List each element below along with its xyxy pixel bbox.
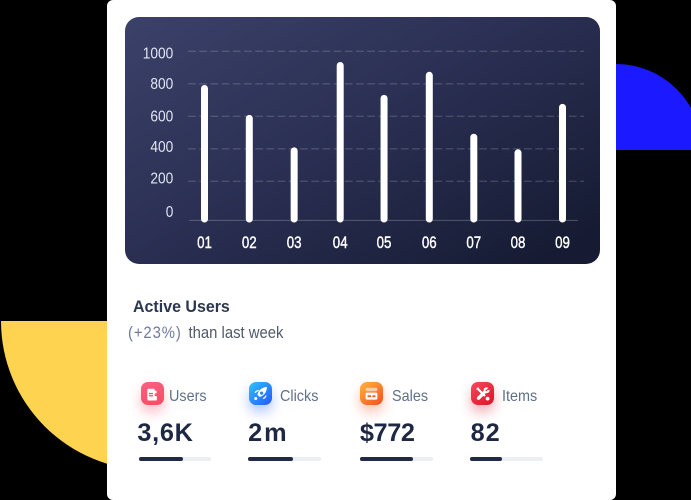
svg-text:08: 08: [511, 234, 526, 252]
svg-text:800: 800: [151, 76, 174, 93]
svg-text:400: 400: [151, 139, 174, 156]
svg-text:0: 0: [166, 204, 174, 221]
svg-text:07: 07: [467, 234, 482, 252]
svg-text:600: 600: [151, 109, 174, 126]
svg-text:04: 04: [333, 234, 348, 252]
svg-text:200: 200: [151, 171, 174, 188]
svg-text:01: 01: [197, 234, 212, 252]
svg-text:1000: 1000: [143, 46, 174, 63]
svg-text:02: 02: [242, 234, 257, 252]
svg-text:09: 09: [555, 234, 570, 252]
svg-text:03: 03: [287, 234, 302, 252]
svg-text:06: 06: [422, 234, 437, 252]
svg-text:05: 05: [377, 234, 392, 252]
